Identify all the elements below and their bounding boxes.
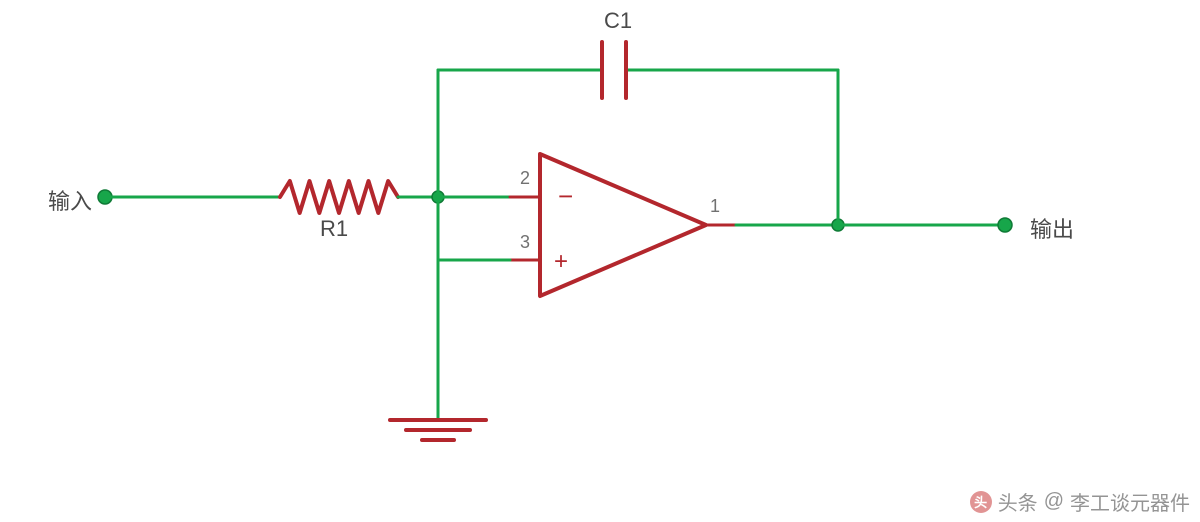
svg-text:+: + — [554, 248, 568, 275]
pin-3-label: 3 — [520, 232, 530, 253]
output-label: 输出 — [1030, 212, 1074, 244]
svg-text:−: − — [558, 181, 573, 211]
watermark-name: 李工谈元器件 — [1070, 487, 1190, 516]
watermark-logo-icon: 头 — [970, 491, 992, 513]
watermark-at: @ — [1044, 490, 1064, 513]
input-label: 输入 — [48, 184, 92, 216]
watermark-prefix: 头条 — [998, 487, 1038, 516]
r1-label: R1 — [320, 216, 348, 242]
watermark: 头 头条 @ 李工谈元器件 — [970, 487, 1190, 516]
c1-label: C1 — [604, 8, 632, 34]
pin-2-label: 2 — [520, 168, 530, 189]
circuit-schematic: −+ — [0, 0, 1200, 522]
pin-1-label: 1 — [710, 196, 720, 217]
